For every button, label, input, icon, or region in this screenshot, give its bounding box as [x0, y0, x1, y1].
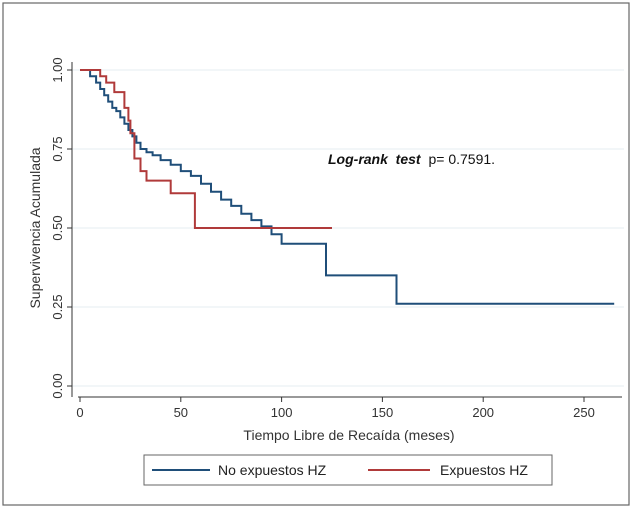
x-tick-label: 100: [271, 405, 293, 420]
x-ticks: 0 50 100 150 200 250: [76, 397, 595, 420]
x-tick-label: 50: [174, 405, 188, 420]
x-tick-label: 0: [76, 405, 83, 420]
x-tick-label: 150: [372, 405, 394, 420]
logrank-annotation: Log-rank test p= 0.7591.: [328, 151, 495, 167]
y-tick-label: 1.00: [50, 57, 65, 82]
grid: [72, 69, 624, 387]
y-tick-label: 0.00: [50, 373, 65, 398]
x-tick-label: 200: [472, 405, 494, 420]
series: [80, 69, 615, 305]
y-tick-label: 0.25: [50, 294, 65, 319]
legend: No expuestos HZ Expuestos HZ: [143, 454, 553, 486]
series-line-no-expuestos: [80, 69, 615, 305]
y-tick-label: 0.50: [50, 215, 65, 240]
y-ticks: 0.00 0.25 0.50 0.75 1.00: [50, 57, 72, 399]
series-line-expuestos: [80, 69, 332, 229]
x-tick-label: 250: [573, 405, 595, 420]
legend-label-expuestos: Expuestos HZ: [440, 462, 528, 478]
logrank-p-value: p= 0.7591.: [428, 151, 495, 167]
logrank-italic-part: Log-rank test: [328, 151, 422, 167]
legend-box: [143, 454, 553, 486]
y-tick-label: 0.75: [50, 136, 65, 161]
x-axis-title: Tiempo Libre de Recaída (meses): [243, 427, 454, 443]
y-axis-title: Supervivencia Acumulada: [27, 147, 43, 308]
axes: [71, 62, 622, 398]
plot-background: [72, 55, 624, 397]
legend-label-no-expuestos: No expuestos HZ: [218, 462, 327, 478]
